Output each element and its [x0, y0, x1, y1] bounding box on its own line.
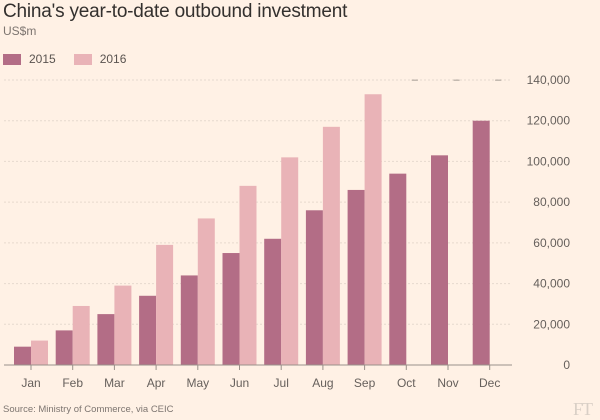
source-note: Source: Ministry of Commerce, via CEIC — [3, 404, 174, 415]
bar-2016-jun — [239, 185, 257, 365]
x-tick-label: Mar — [104, 376, 125, 390]
ft-logo: FT — [572, 399, 593, 419]
bar-2016-sep — [364, 94, 382, 365]
bar-2016-aug — [322, 126, 340, 365]
x-tick-label: Jan — [21, 376, 40, 390]
no-data-marker: – — [412, 74, 419, 86]
y-tick-label: 20,000 — [533, 317, 570, 331]
legend-swatch-2016 — [73, 53, 92, 65]
x-tick-label: Sep — [354, 376, 376, 390]
bar-2015-jun — [222, 253, 240, 365]
bar-2015-dec — [472, 120, 490, 365]
bar-2016-mar — [114, 285, 132, 365]
y-tick-label: 120,000 — [527, 114, 571, 128]
x-tick-label: Nov — [437, 376, 458, 390]
bar-2015-feb — [55, 330, 73, 365]
legend-label-2015: 2015 — [29, 52, 56, 66]
chart-title: China's year-to-date outbound investment — [3, 1, 348, 22]
y-tick-label: 60,000 — [533, 236, 570, 250]
bar-2015-jul — [264, 238, 282, 365]
x-tick-label: Apr — [147, 376, 166, 390]
x-tick-label: Oct — [397, 376, 416, 390]
y-tick-label: 140,000 — [527, 73, 571, 87]
x-tick-label: Jul — [274, 376, 289, 390]
x-tick-label: Jun — [230, 376, 249, 390]
y-tick-label: 80,000 — [533, 195, 570, 209]
bar-2016-feb — [72, 305, 90, 365]
bar-2015-apr — [139, 295, 157, 365]
bar-2016-jul — [281, 157, 299, 365]
legend-swatch-2015 — [3, 53, 21, 65]
no-data-marker: – — [453, 74, 460, 86]
bar-2016-jan — [31, 340, 48, 365]
x-tick-label: Feb — [62, 376, 83, 390]
bar-2015-sep — [347, 189, 365, 365]
bar-2015-oct — [389, 173, 407, 365]
x-tick-label: Aug — [312, 376, 333, 390]
bar-2015-aug — [305, 210, 323, 365]
x-tick-label: Dec — [479, 376, 500, 390]
legend: 2015 2016 — [3, 52, 144, 66]
y-tick-label: 40,000 — [533, 277, 570, 291]
bar-2015-mar — [97, 314, 115, 365]
bar-2015-nov — [431, 155, 448, 365]
bar-2015-jan — [14, 346, 31, 365]
legend-item-2015: 2015 — [3, 52, 56, 66]
bar-2016-apr — [156, 244, 174, 365]
x-tick-label: May — [186, 376, 209, 390]
no-data-marker: – — [495, 74, 502, 86]
legend-item-2016: 2016 — [73, 52, 127, 66]
y-tick-label: 0 — [563, 358, 570, 372]
bar-2015-may — [180, 275, 198, 365]
bar-2016-may — [197, 218, 215, 365]
legend-label-2016: 2016 — [99, 52, 127, 66]
y-tick-label: 100,000 — [527, 154, 571, 168]
chart-subtitle: US$m — [3, 24, 37, 38]
